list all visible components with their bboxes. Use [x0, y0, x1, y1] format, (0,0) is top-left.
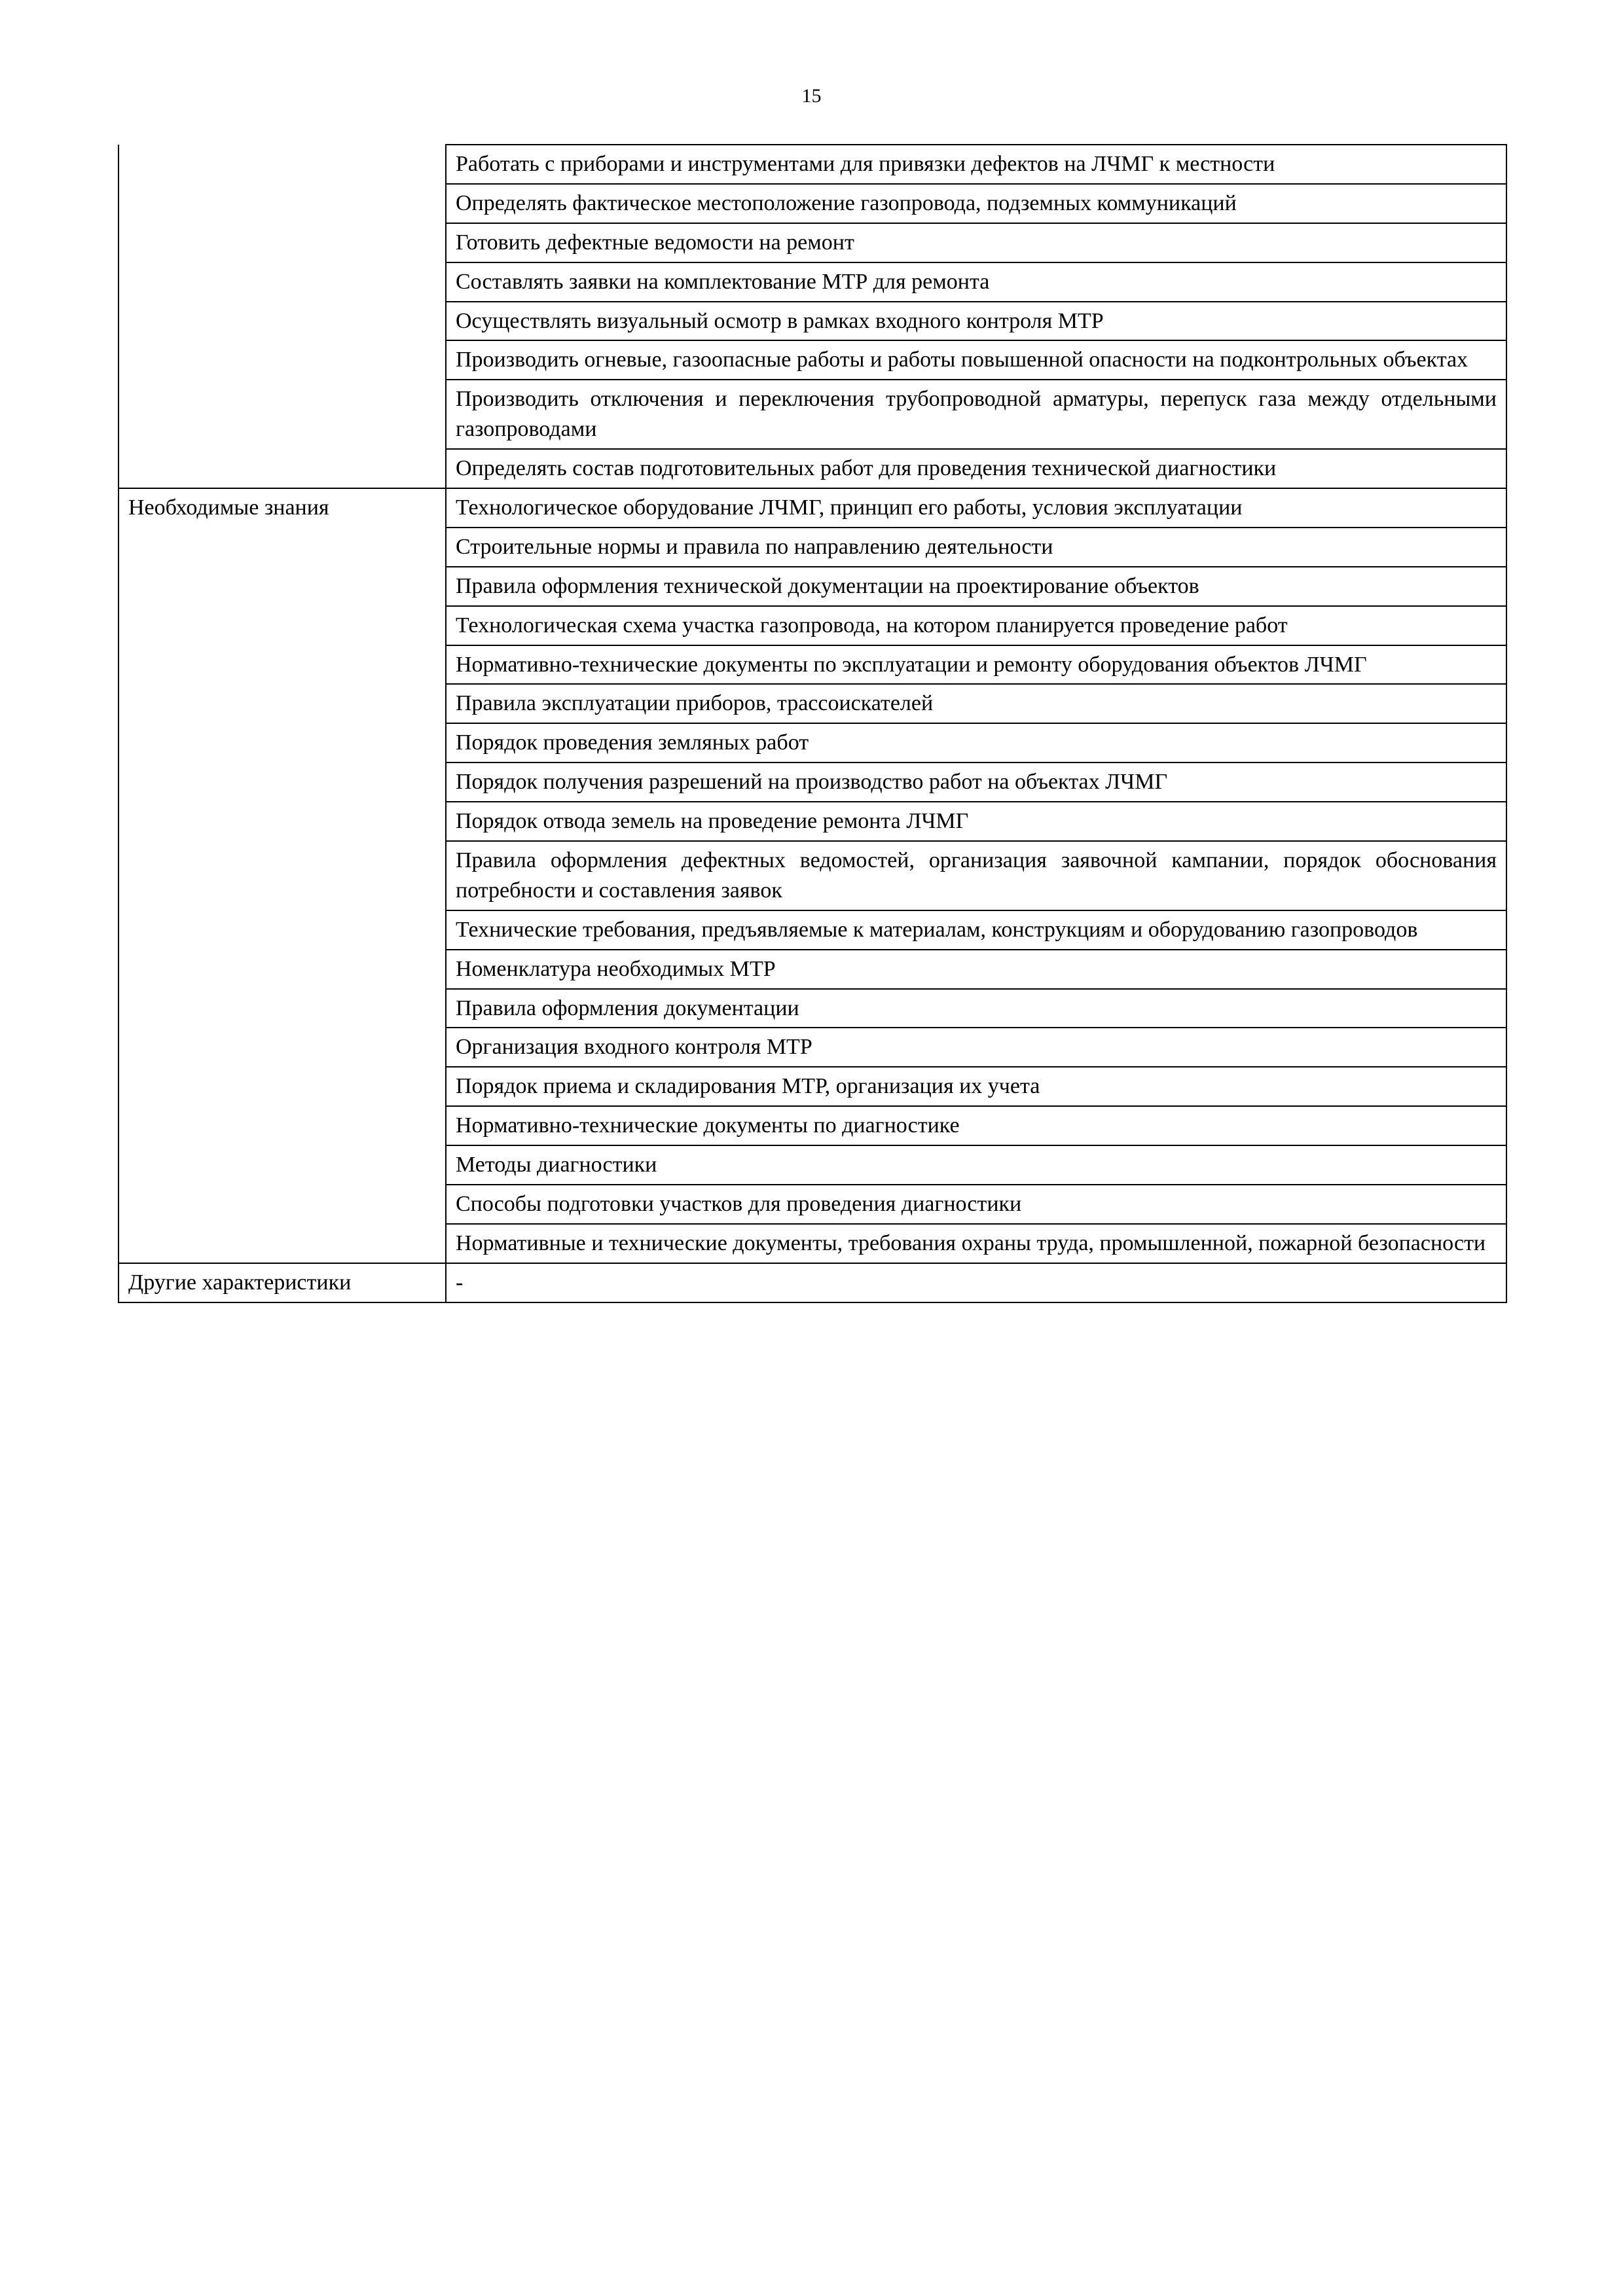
content-cell: Нормативные и технические документы, тре… [446, 1224, 1506, 1263]
content-cell: Правила оформления документации [446, 989, 1506, 1028]
table-row: Необходимые знания Технологическое обору… [119, 488, 1506, 528]
content-cell: Составлять заявки на комплектование МТР … [446, 262, 1506, 302]
content-cell: Организация входного контроля МТР [446, 1028, 1506, 1067]
content-cell: Готовить дефектные ведомости на ремонт [446, 223, 1506, 262]
content-cell: Порядок проведения земляных работ [446, 723, 1506, 762]
content-cell: Методы диагностики [446, 1145, 1506, 1185]
content-cell: Нормативно-технические документы по эксп… [446, 645, 1506, 685]
content-cell: Правила эксплуатации приборов, трассоиск… [446, 684, 1506, 723]
content-cell: Номенклатура необходимых МТР [446, 950, 1506, 989]
content-cell: Производить отключения и переключения тр… [446, 380, 1506, 449]
content-cell: Технологическая схема участка газопровод… [446, 606, 1506, 645]
section-label [119, 145, 446, 488]
content-cell: Технологическое оборудование ЛЧМГ, принц… [446, 488, 1506, 528]
page-number: 15 [0, 85, 1623, 107]
content-cell: Определять фактическое местоположение га… [446, 184, 1506, 223]
content-cell: Определять состав подготовительных работ… [446, 449, 1506, 488]
requirements-table: Работать с приборами и инструментами для… [118, 144, 1507, 1303]
content-cell: Порядок отвода земель на проведение ремо… [446, 802, 1506, 841]
section-label: Другие характеристики [119, 1263, 446, 1302]
content-cell: Порядок приема и складирования МТР, орга… [446, 1067, 1506, 1106]
content-cell: Способы подготовки участков для проведен… [446, 1185, 1506, 1224]
table-row: Работать с приборами и инструментами для… [119, 145, 1506, 184]
content-cell: Осуществлять визуальный осмотр в рамках … [446, 302, 1506, 341]
content-cell: Порядок получения разрешений на производ… [446, 762, 1506, 802]
content-cell: - [446, 1263, 1506, 1302]
content-cell: Работать с приборами и инструментами для… [446, 145, 1506, 184]
content-cell: Нормативно-технические документы по диаг… [446, 1106, 1506, 1145]
content-cell: Производить огневые, газоопасные работы … [446, 340, 1506, 380]
table-row: Другие характеристики - [119, 1263, 1506, 1302]
content-cell: Правила оформления технической документа… [446, 567, 1506, 606]
content-cell: Технические требования, предъявляемые к … [446, 910, 1506, 950]
content-cell: Строительные нормы и правила по направле… [446, 528, 1506, 567]
content-cell: Правила оформления дефектных ведомостей,… [446, 841, 1506, 910]
section-label: Необходимые знания [119, 488, 446, 1263]
